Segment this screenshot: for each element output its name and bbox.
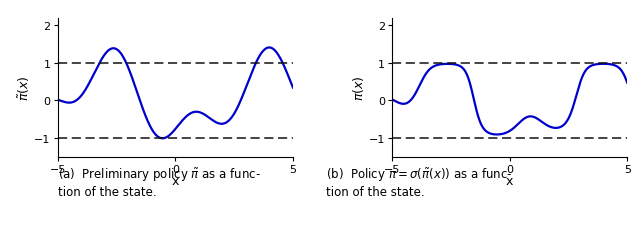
Y-axis label: $\pi(x)$: $\pi(x)$ — [351, 75, 365, 100]
Text: (a)  Preliminary policy $\tilde{\pi}$ as a func-
tion of the state.: (a) Preliminary policy $\tilde{\pi}$ as … — [58, 166, 260, 198]
Text: (b)  Policy $\pi = \sigma(\tilde{\pi}(x))$ as a func-
tion of the state.: (b) Policy $\pi = \sigma(\tilde{\pi}(x))… — [326, 166, 513, 198]
X-axis label: x: x — [172, 174, 179, 187]
Y-axis label: $\tilde{\pi}(x)$: $\tilde{\pi}(x)$ — [16, 75, 31, 100]
X-axis label: x: x — [506, 174, 513, 187]
